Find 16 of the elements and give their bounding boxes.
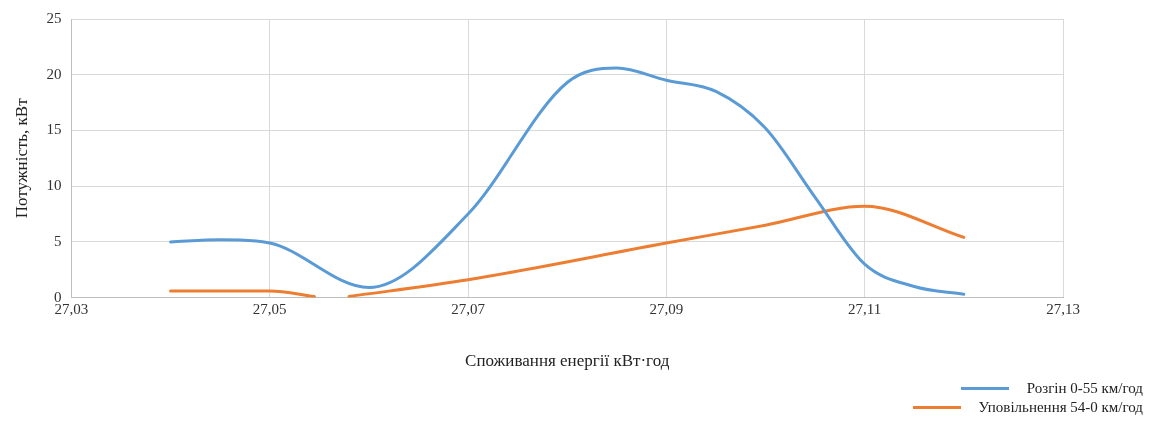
x-tick-label: 27,09 <box>649 300 684 317</box>
y-tick-label: 5 <box>53 232 62 249</box>
legend-label: Розгін 0-55 км/год <box>1026 380 1143 397</box>
x-tick-label: 27,11 <box>848 300 882 317</box>
y-tick-label: 10 <box>46 177 62 194</box>
line-series <box>169 66 966 296</box>
x-tick-label: 27,05 <box>252 300 287 317</box>
x-tick-label: 27,07 <box>451 300 486 317</box>
y-axis-title: Потужність, кВт <box>11 97 31 219</box>
x-axis-title: Споживання енергії кВт·год <box>465 351 670 371</box>
x-tick-label: 27,13 <box>1046 300 1080 317</box>
legend-label: Уповільнення 54-0 км/год <box>978 399 1143 416</box>
y-tick-label: 25 <box>46 9 62 26</box>
y-tick-label: 15 <box>46 121 62 138</box>
y-tick-label: 0 <box>53 288 62 305</box>
y-tick-label: 20 <box>46 65 62 82</box>
